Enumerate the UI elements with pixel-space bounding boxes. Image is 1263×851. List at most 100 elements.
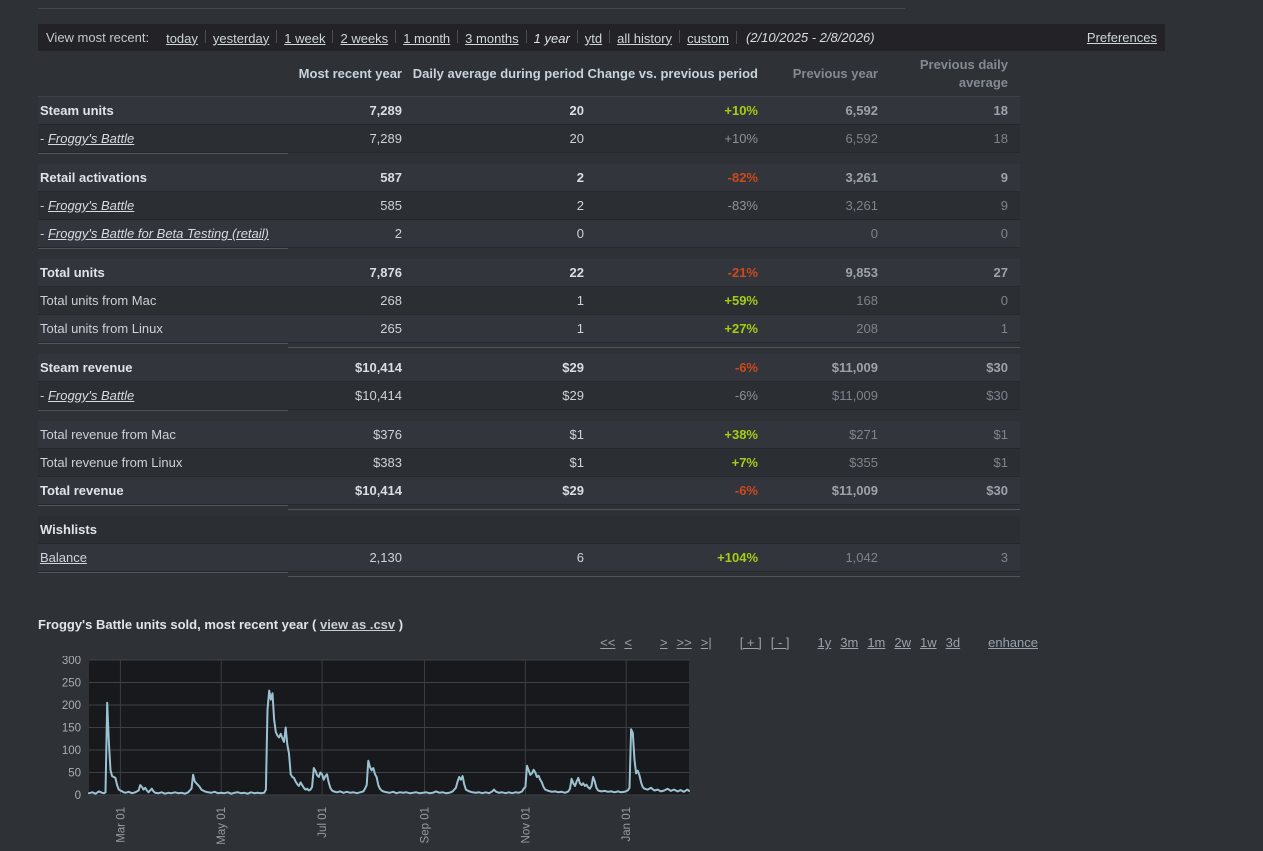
svg-text:200: 200 — [62, 700, 81, 712]
group-divider — [38, 410, 1020, 421]
group-divider — [38, 343, 1020, 354]
cell-change: -6% — [734, 483, 758, 498]
chart-controls: << < > >> >|[ + ][ - ] 1y 3m 1m 2w 1w 3d enhance — [38, 635, 1038, 650]
chart-control-group: << < — [591, 635, 632, 650]
cell-most-recent-year: 2,130 — [369, 550, 402, 565]
row-label: Total units from Mac — [40, 293, 157, 308]
cell-daily-average: 20 — [569, 103, 584, 118]
col-header-previous-year: Previous year — [792, 65, 878, 81]
cell-most-recent-year: $10,414 — [355, 388, 402, 403]
date-range: (2/10/2025 - 2/8/2026) — [745, 30, 875, 45]
cell-previous-daily-average: 9 — [1000, 170, 1008, 185]
svg-text:0: 0 — [75, 790, 81, 802]
cell-previous-year: 3,261 — [845, 198, 878, 213]
cell-change: +38% — [724, 427, 758, 442]
chart-control-range-1m[interactable]: 1m — [867, 635, 886, 650]
table-body: Steam units 7,289 20 +10% 6,592 18- Froggy's … — [38, 97, 1020, 583]
game-link[interactable]: Froggy's Battle for Beta Testing (retail… — [47, 226, 269, 241]
row-label: Total units — [40, 265, 105, 280]
cell-most-recent-year: $10,414 — [355, 483, 402, 498]
row-label: - Froggy's Battle — [38, 388, 288, 403]
cell-most-recent-year: 7,289 — [369, 131, 402, 146]
table-row: - Froggy's Battle $10,414 $29 -6% $11,009 $30 — [38, 382, 1020, 410]
table-row: Total revenue from Mac $376 $1 +38% $271 $1 — [38, 421, 1020, 449]
cell-change: -82% — [727, 170, 758, 185]
cell-previous-year: $271 — [849, 427, 878, 442]
chart-control-page-first[interactable]: << — [600, 635, 616, 650]
svg-text:150: 150 — [62, 723, 81, 735]
cell-daily-average: $1 — [569, 455, 584, 470]
period-option-yesterday[interactable]: yesterday — [212, 30, 270, 46]
period-options: today yesterday 1 week 2 weeks 1 month 3 mont… — [159, 29, 736, 46]
cell-previous-year: $11,009 — [831, 360, 878, 375]
period-option-ytd[interactable]: ytd — [584, 30, 603, 46]
period-option-1-week[interactable]: 1 week — [284, 30, 326, 46]
table-row: Steam revenue $10,414 $29 -6% $11,009 $30 — [38, 354, 1020, 382]
period-option-today[interactable]: today — [166, 30, 198, 46]
cell-most-recent-year: 265 — [380, 321, 402, 336]
chart-control-zoom-in[interactable]: [ + ] — [739, 635, 762, 650]
view-as-csv-link[interactable]: view as .csv — [319, 617, 396, 632]
separator — [457, 29, 459, 43]
cell-previous-year: 9,853 — [845, 265, 878, 280]
period-option-custom[interactable]: custom — [687, 30, 729, 46]
chart-control-range-1w[interactable]: 1w — [920, 635, 937, 650]
group-divider — [38, 572, 1020, 583]
preferences-link[interactable]: Preferences — [1086, 30, 1157, 45]
period-option-2-weeks[interactable]: 2 weeks — [340, 30, 389, 46]
cell-most-recent-year: $10,414 — [355, 360, 402, 375]
cell-most-recent-year: $376 — [373, 427, 402, 442]
balance-link[interactable]: Balance — [40, 550, 87, 565]
cell-previous-daily-average: 1 — [1000, 321, 1008, 336]
chart-control-enhance[interactable]: enhance — [988, 635, 1038, 650]
cell-previous-year: 6,592 — [845, 103, 878, 118]
cell-previous-daily-average: 9 — [1000, 198, 1008, 213]
group-divider-left — [38, 572, 288, 583]
game-link[interactable]: Froggy's Battle — [47, 198, 135, 213]
cell-change: +10% — [724, 103, 758, 118]
game-link[interactable]: Froggy's Battle — [47, 131, 135, 146]
svg-text:Sep 01: Sep 01 — [420, 807, 432, 843]
row-label-prefix: - — [40, 131, 48, 146]
row-label: Total revenue from Linux — [40, 455, 183, 470]
group-divider-left — [38, 343, 288, 354]
units-sold-chart-svg: 0 50 100 150 200 250 300 Mar 01 May 01 Jul 01 Sep … — [62, 655, 690, 845]
game-link[interactable]: Froggy's Battle — [47, 388, 135, 403]
row-label: Retail activations — [40, 170, 147, 185]
chart-control-page-last[interactable]: >> — [676, 635, 692, 650]
cell-previous-daily-average: 27 — [993, 265, 1008, 280]
chart-control-range-3d[interactable]: 3d — [945, 635, 961, 650]
cell-previous-daily-average: 0 — [1000, 293, 1008, 308]
group-divider-right — [288, 248, 1020, 259]
group-divider-right — [288, 509, 1020, 516]
cell-most-recent-year: $383 — [373, 455, 402, 470]
table-row: - Froggy's Battle 7,289 20 +10% 6,592 18 — [38, 125, 1020, 153]
chart-control-range-2w[interactable]: 2w — [894, 635, 912, 650]
chart-control-zoom-out[interactable]: [ - ] — [770, 635, 790, 650]
period-bar: View most recent: today yesterday 1 week 2 … — [38, 24, 1165, 51]
chart-control-group: 1y 3m 1m 2w 1w 3d — [809, 635, 961, 650]
row-label: Total units from Linux — [40, 321, 163, 336]
chart-control-page-latest[interactable]: >| — [700, 635, 712, 650]
row-label-prefix: - — [40, 388, 48, 403]
period-option-3-months[interactable]: 3 months — [465, 30, 519, 46]
cell-previous-year: 3,261 — [845, 170, 878, 185]
cell-previous-year: 168 — [856, 293, 878, 308]
group-divider — [38, 153, 1020, 164]
group-divider-left — [38, 505, 288, 516]
cell-change: -83% — [727, 198, 758, 213]
row-label: Wishlists — [40, 522, 97, 537]
chart-control-range-3m[interactable]: 3m — [840, 635, 859, 650]
period-option-all-history[interactable]: all history — [617, 30, 673, 46]
chart-control-page-next[interactable]: > — [659, 635, 668, 650]
table-row: Total revenue from Linux $383 $1 +7% $355 $1 — [38, 449, 1020, 477]
chart-control-range-1y[interactable]: 1y — [817, 635, 832, 650]
group-divider-left — [38, 410, 288, 421]
chart-control-page-prev[interactable]: < — [624, 635, 632, 650]
svg-text:300: 300 — [62, 656, 81, 667]
cell-previous-daily-average: $30 — [986, 360, 1008, 375]
cell-previous-year: 0 — [870, 226, 878, 241]
period-option-1-month[interactable]: 1 month — [403, 30, 451, 46]
chart-control-group: enhance — [979, 635, 1038, 650]
cell-daily-average: $29 — [562, 360, 584, 375]
